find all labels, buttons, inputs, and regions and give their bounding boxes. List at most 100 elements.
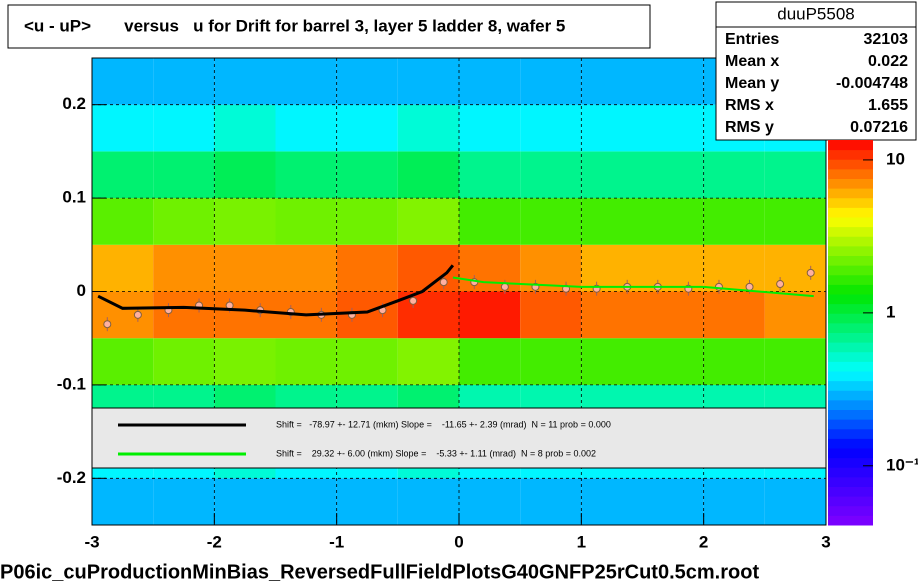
heat-cell	[275, 198, 337, 245]
heat-cell	[581, 244, 643, 292]
heat-cell	[153, 478, 215, 525]
y-tick-label: -0.1	[57, 374, 86, 393]
heat-cell	[92, 244, 154, 292]
heat-cell	[214, 198, 276, 245]
heat-cell	[642, 58, 704, 105]
heat-cell	[214, 478, 276, 525]
heat-cell	[703, 244, 765, 292]
color-scale-band	[828, 390, 873, 401]
y-tick-label: 0	[77, 281, 86, 300]
heat-cell	[642, 244, 704, 292]
heat-cell	[764, 291, 826, 339]
color-scale-band	[828, 351, 873, 362]
y-tick-label: 0.2	[62, 94, 86, 113]
heat-cell	[275, 478, 337, 525]
stats-value: 0.022	[868, 53, 908, 70]
heat-cell	[520, 58, 582, 105]
heat-cell	[459, 198, 521, 245]
color-scale-band	[828, 207, 873, 218]
heat-cell	[336, 151, 398, 199]
heat-cell	[336, 244, 398, 292]
stats-value: -0.004748	[836, 75, 908, 92]
color-scale-band	[828, 428, 873, 439]
heat-cell	[92, 198, 154, 245]
color-scale-band	[828, 322, 873, 333]
stats-value: 1.655	[868, 97, 908, 114]
heat-cell	[581, 291, 643, 339]
heat-cell	[764, 151, 826, 199]
profile-point	[133, 310, 142, 319]
color-scale-band	[828, 236, 873, 247]
heat-cell	[581, 198, 643, 245]
color-scale-band	[828, 140, 873, 151]
legend-label: Shift = 29.32 +- 6.00 (mkm) Slope = -5.3…	[276, 448, 596, 458]
color-scale-band	[828, 515, 873, 526]
heat-cell	[92, 478, 154, 525]
heat-cell	[459, 478, 521, 525]
heat-cell	[275, 151, 337, 199]
x-tick-label: 0	[454, 532, 463, 551]
stats-label: Entries	[725, 31, 779, 48]
heat-cell	[397, 58, 459, 105]
color-scale-band	[828, 486, 873, 497]
heat-cell	[92, 151, 154, 199]
heat-cell	[459, 244, 521, 292]
heat-cell	[153, 198, 215, 245]
heat-cell	[459, 291, 521, 339]
heat-cell	[642, 478, 704, 525]
x-tick-label: 3	[821, 532, 830, 551]
grid	[91, 58, 827, 525]
fit-line	[97, 264, 455, 317]
color-scale-band	[828, 149, 873, 160]
color-scale-band	[828, 361, 873, 372]
color-scale-band	[828, 255, 873, 266]
legend-label: Shift = -78.97 +- 12.71 (mkm) Slope = -1…	[276, 419, 611, 429]
profile-point	[439, 278, 448, 287]
color-scale-band	[828, 342, 873, 353]
heat-cell	[764, 478, 826, 525]
heat-cell	[703, 291, 765, 339]
color-scale-band	[828, 448, 873, 459]
heat-cell	[397, 338, 459, 385]
color-scale-band	[828, 284, 873, 295]
color-scale-band	[828, 505, 873, 516]
heat-cell	[275, 104, 337, 152]
heat-cell	[581, 151, 643, 199]
heat-cell	[764, 244, 826, 292]
y-tick-label: 0.1	[62, 188, 86, 207]
color-scale-band	[828, 409, 873, 420]
heat-cell	[153, 338, 215, 385]
stats-label: Mean y	[725, 75, 779, 92]
heat-cell	[703, 478, 765, 525]
z-tick-label: 1	[886, 302, 895, 321]
heat-cell	[703, 338, 765, 385]
heat-cell	[642, 338, 704, 385]
color-scale-band	[828, 399, 873, 410]
heat-cell	[92, 58, 154, 105]
cells	[92, 58, 826, 525]
heat-cell	[397, 198, 459, 245]
heat-cell	[703, 198, 765, 245]
heat-cell	[153, 104, 215, 152]
marks	[97, 264, 815, 332]
heat-cell	[520, 291, 582, 339]
heat-cell	[642, 151, 704, 199]
profile-point	[409, 296, 418, 305]
fit-line	[452, 276, 814, 298]
stats-value: 0.07216	[850, 119, 908, 136]
color-scale-band	[828, 294, 873, 305]
color-scale-band	[828, 332, 873, 343]
heat-cell	[397, 478, 459, 525]
color-scale-band	[828, 159, 873, 170]
heat-cell	[520, 478, 582, 525]
color-scale-band	[828, 303, 873, 314]
heat-cell	[92, 338, 154, 385]
heat-cell	[153, 58, 215, 105]
color-scale-band	[828, 419, 873, 430]
heat-cell	[642, 198, 704, 245]
heat-cell	[764, 338, 826, 385]
heat-cell	[336, 58, 398, 105]
stats-title: duuP5508	[777, 4, 855, 23]
title-box	[7, 4, 651, 49]
